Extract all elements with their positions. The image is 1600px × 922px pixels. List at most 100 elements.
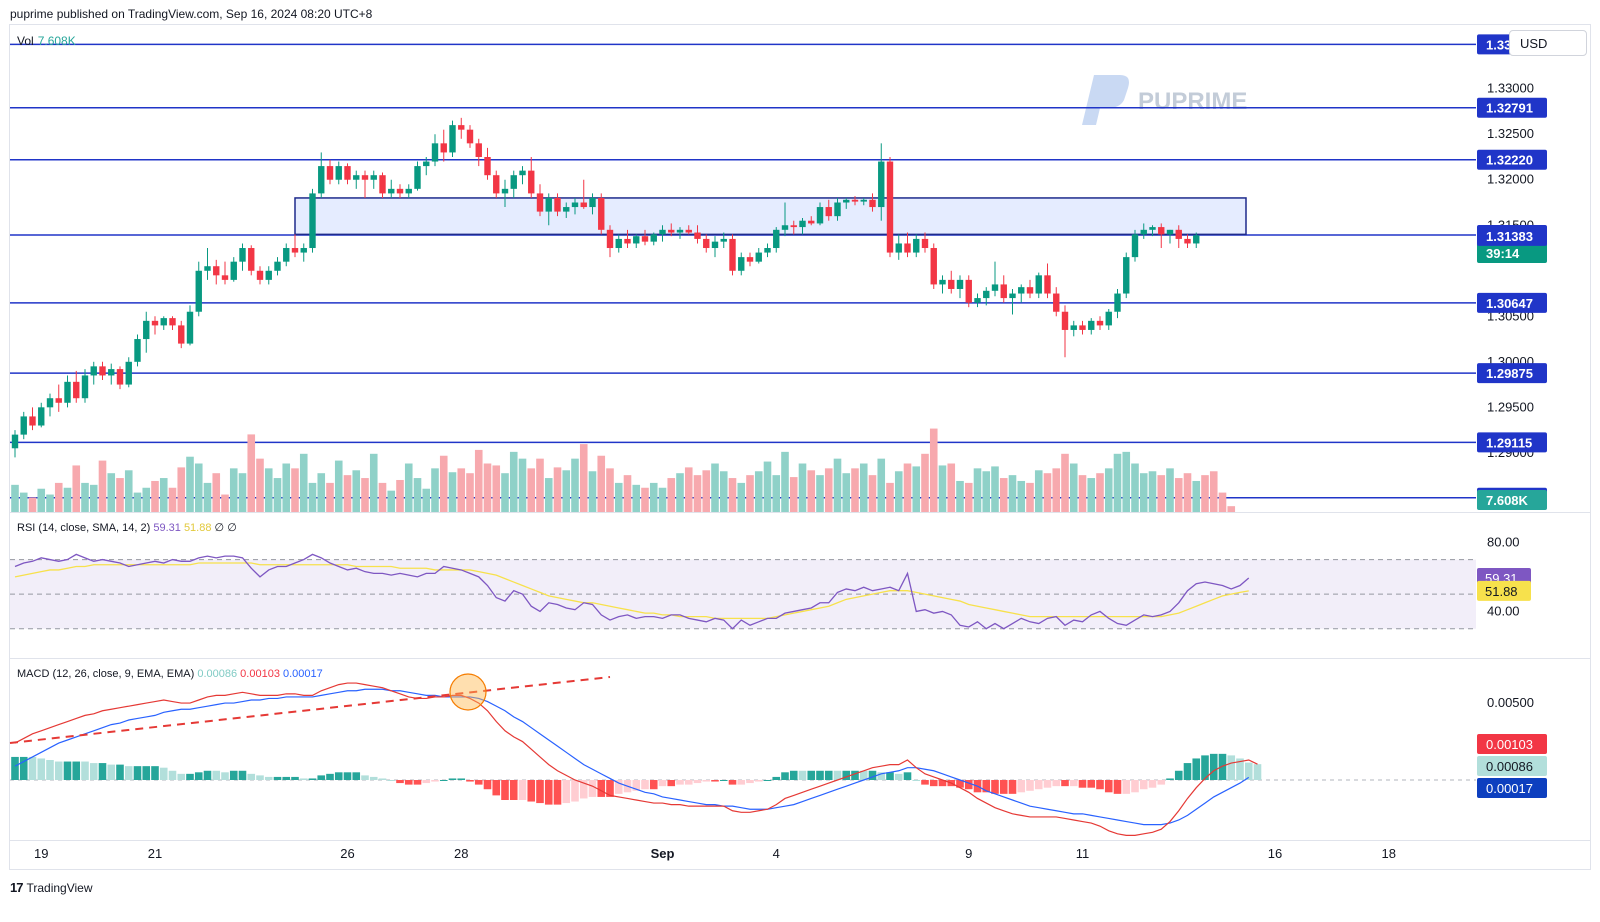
volume-bar: [754, 471, 763, 512]
candle-body: [125, 361, 132, 385]
candle-body: [571, 202, 579, 208]
currency-button[interactable]: USD: [1509, 30, 1587, 56]
candle-body: [1096, 320, 1104, 326]
candle-body: [1053, 293, 1060, 312]
volume-legend-value: 7.608K: [37, 34, 76, 48]
candle-body: [151, 320, 159, 326]
volume-bar: [999, 478, 1008, 512]
volume-bar: [623, 475, 632, 512]
macd-histogram-bar: [299, 778, 308, 780]
volume-bar: [886, 482, 894, 512]
volume-bar: [457, 468, 466, 512]
x-axis-tick: 26: [340, 846, 354, 861]
candle-body: [81, 375, 89, 399]
x-axis-tick: 18: [1382, 846, 1396, 861]
volume-bar: [273, 478, 282, 512]
macd-histogram-bar: [1061, 780, 1069, 787]
volume-bar: [658, 487, 667, 512]
x-axis-tick: 19: [34, 846, 48, 861]
macd-legend: MACD (12, 26, close, 9, EMA, EMA) 0.0008…: [17, 668, 323, 680]
macd-axis-tick: 0.00500: [1487, 695, 1534, 710]
macd-histogram-bar: [474, 780, 483, 785]
macd-histogram-bar: [536, 780, 544, 804]
volume-bar: [448, 472, 457, 512]
macd-histogram-bar: [1227, 755, 1236, 780]
candle-body: [326, 166, 334, 180]
volume-bar: [562, 470, 571, 512]
candle-body: [598, 197, 605, 230]
macd-histogram-bar: [352, 772, 361, 780]
candle-body: [948, 279, 955, 289]
candle-body: [475, 143, 482, 157]
candle-body: [309, 193, 316, 249]
candle-body: [886, 161, 894, 253]
macd-histogram-bar: [903, 772, 912, 780]
volume-bar: [833, 458, 842, 512]
macd-histogram-bar: [168, 770, 177, 780]
x-axis-tick: 28: [454, 846, 468, 861]
macd-histogram-bar: [1113, 780, 1122, 794]
macd-histogram-bar: [1026, 780, 1034, 791]
candle-body: [606, 229, 614, 249]
volume-bar: [868, 475, 877, 512]
macd-histogram-bar: [929, 780, 938, 787]
volume-bar: [1174, 478, 1183, 512]
macd-histogram-bar: [1253, 764, 1262, 780]
crossover-highlight: [449, 673, 487, 711]
macd-histogram-bar: [1183, 763, 1192, 780]
candle-body: [221, 275, 229, 280]
macd-histogram-bar: [1166, 778, 1174, 780]
volume-badge-label: 7.608K: [1486, 493, 1529, 508]
macd-histogram-bar: [212, 770, 221, 780]
volume-bar: [938, 465, 947, 512]
candle-body: [440, 143, 447, 153]
macd-histogram-bar: [1131, 780, 1139, 793]
macd-histogram-bar: [894, 773, 903, 780]
volume-bar: [807, 470, 816, 512]
volume-bar: [37, 488, 46, 512]
macd-histogram-bar: [229, 770, 238, 780]
macd-histogram-bar: [107, 764, 116, 780]
macd-histogram-bar: [247, 773, 256, 780]
volume-bar: [649, 482, 658, 512]
macd-histogram-bar: [1104, 780, 1113, 793]
rsi-legend-label: RSI (14, close, SMA, 14, 2): [17, 522, 151, 534]
macd-histogram-bar: [238, 770, 247, 780]
macd-histogram-bar: [1069, 780, 1078, 787]
rsi-legend-value: 59.31: [153, 522, 181, 534]
macd-histogram-bar: [816, 770, 824, 780]
macd-histogram-bar: [46, 760, 54, 780]
macd-histogram-bar: [527, 780, 536, 802]
candle-body: [204, 266, 211, 271]
volume-bar: [352, 470, 361, 512]
macd-histogram-bar: [999, 780, 1008, 794]
volume-bar: [194, 463, 203, 512]
candle-body: [73, 381, 80, 399]
macd-histogram-bar: [991, 780, 999, 794]
macd-histogram-bar: [308, 778, 317, 780]
macd-histogram-bar: [317, 775, 326, 780]
candle-body: [160, 318, 167, 326]
volume-bar: [308, 482, 317, 512]
macd-badge-label: 0.00017: [1486, 781, 1533, 796]
candle-body: [1105, 311, 1112, 326]
candle-body: [746, 257, 754, 262]
candle-body: [930, 248, 937, 285]
macd-histogram-bar: [1174, 770, 1183, 780]
price-level-badge-label: 1.32220: [1486, 153, 1533, 168]
price-level-badge: [1477, 363, 1547, 384]
macd-histogram-bar: [37, 758, 46, 780]
volume-bar: [378, 482, 387, 512]
volume-bar: [334, 460, 343, 512]
macd-histogram-bar: [264, 776, 273, 780]
candle-body: [274, 261, 281, 271]
volume-bar: [912, 466, 921, 512]
volume-badge: [1477, 490, 1547, 510]
macd-histogram-bar: [291, 776, 299, 780]
candle-body: [169, 318, 176, 326]
macd-histogram-bar: [667, 780, 676, 787]
macd-histogram-bar: [203, 770, 212, 780]
candle-body: [353, 175, 360, 180]
candle-body: [55, 398, 62, 403]
